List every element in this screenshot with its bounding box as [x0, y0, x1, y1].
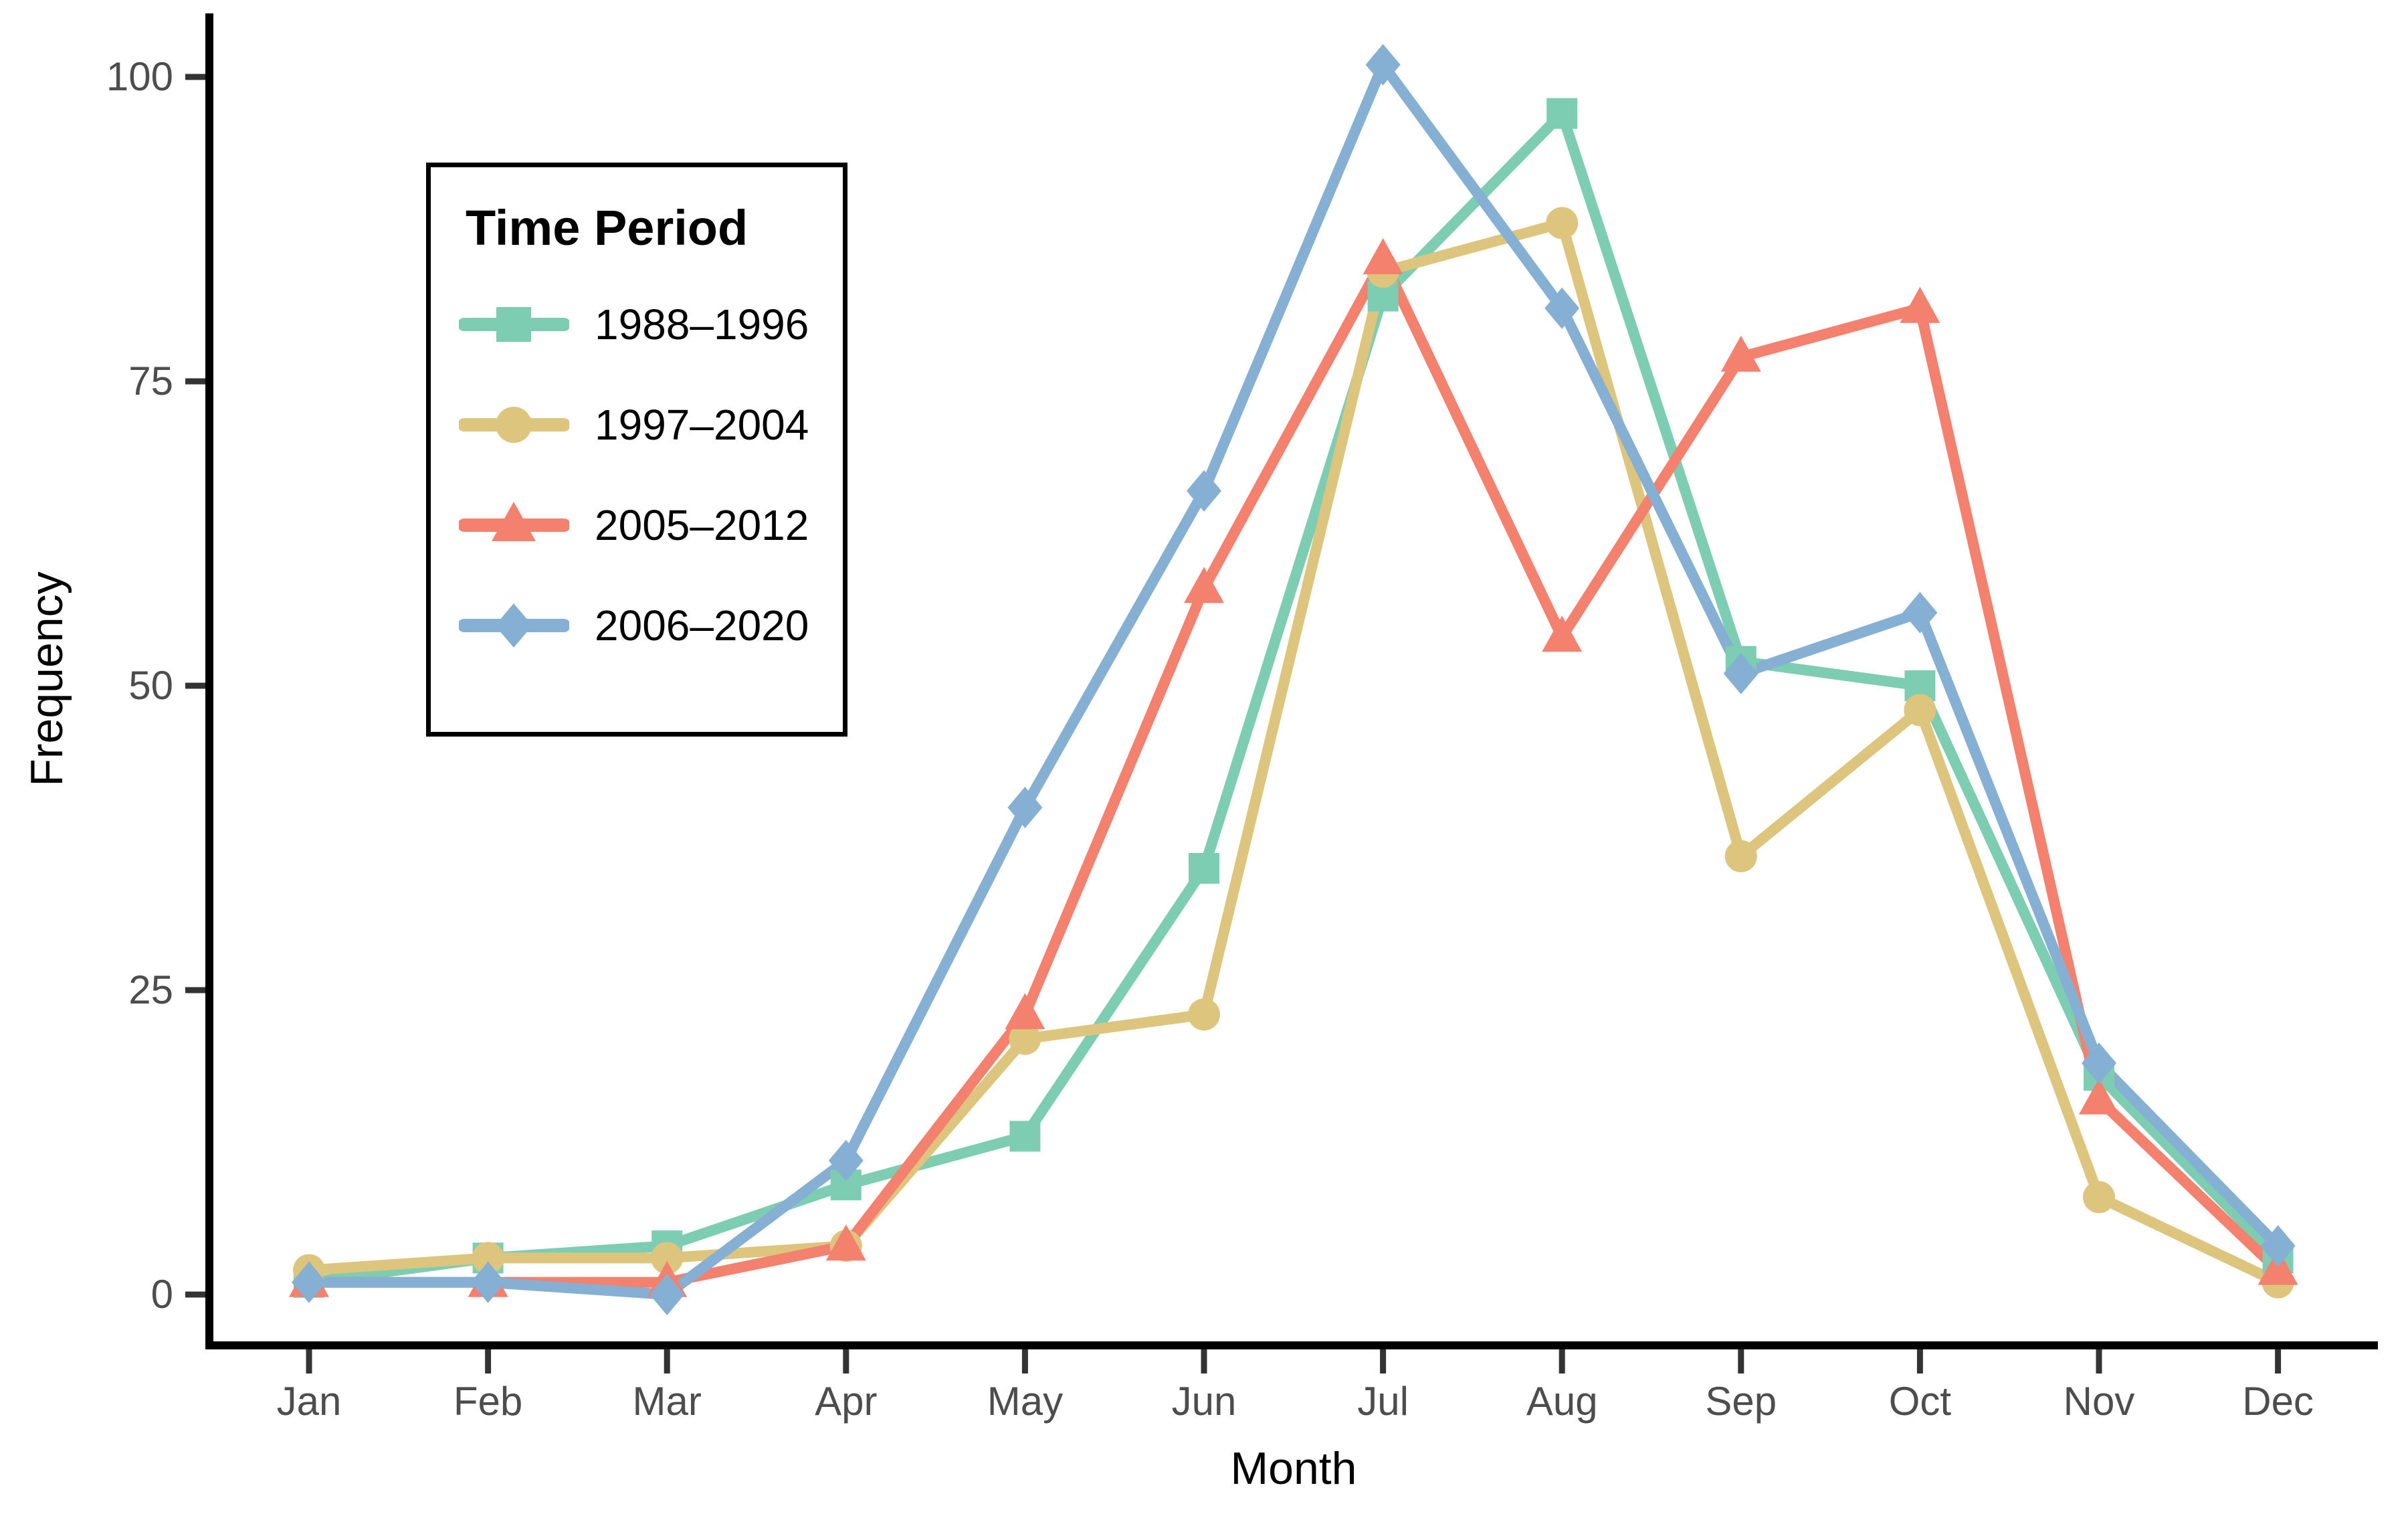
x-tick-label: Sep — [1705, 1379, 1777, 1424]
x-tick-label: Jun — [1172, 1379, 1237, 1424]
x-tick-label: May — [987, 1379, 1063, 1424]
data-point-triangle-Sep — [1720, 335, 1761, 372]
legend-title: Time Period — [466, 200, 748, 256]
data-point-triangle-Dec — [2258, 1248, 2298, 1285]
data-point-triangle-May — [1005, 993, 1045, 1030]
data-point-diamond-Oct — [1902, 591, 1938, 634]
legend-key-graphic — [458, 307, 571, 342]
data-point-circle-May — [1009, 1022, 1041, 1055]
data-point-diamond-May — [1007, 787, 1043, 828]
legend-item-2006-2020: 2006–2020 — [458, 589, 809, 662]
x-tick-label: Jan — [277, 1379, 342, 1424]
data-point-square-Aug — [1546, 98, 1578, 129]
x-tick-label: Oct — [1889, 1379, 1952, 1424]
data-point-circle-Mar — [651, 1242, 684, 1274]
legend-swatch-diamond-icon — [458, 589, 571, 662]
y-tick-label: 75 — [128, 359, 173, 403]
series-line-4 — [304, 59, 2284, 1300]
data-point-square-Jun — [1189, 853, 1219, 884]
legend-item-1997-2004: 1997–2004 — [458, 388, 809, 462]
data-point-triangle-Jul — [1363, 238, 1403, 274]
data-point-diamond-Sep — [1723, 652, 1759, 694]
legend-swatch-square-icon — [458, 288, 571, 361]
data-point-triangle-Nov — [2079, 1078, 2119, 1115]
x-tick-label: Nov — [2064, 1379, 2135, 1424]
data-point-diamond-Feb — [470, 1261, 506, 1303]
legend-key-square-icon — [496, 307, 531, 342]
x-axis-title: Month — [1230, 1443, 1357, 1494]
legend-item-2005-2012: 2005–2012 — [458, 488, 809, 562]
y-tick-label: 0 — [151, 1272, 173, 1317]
data-point-triangle-Aug — [1542, 615, 1583, 652]
legend-key-graphic — [458, 603, 571, 648]
legend-swatch-triangle-icon — [458, 488, 571, 562]
legend-key-graphic — [458, 502, 571, 541]
y-tick-label: 100 — [106, 54, 173, 99]
x-tick-label: Jul — [1357, 1379, 1409, 1424]
legend-item-1988-1996: 1988–1996 — [458, 288, 809, 361]
x-tick-label: Feb — [454, 1379, 522, 1424]
data-point-diamond-Jul — [1365, 43, 1401, 86]
legend-label: 2005–2012 — [595, 501, 809, 549]
data-point-circle-Aug — [1546, 207, 1579, 240]
data-point-circle-Jun — [1188, 998, 1220, 1031]
data-point-triangle-Oct — [1900, 286, 1940, 323]
data-point-diamond-Aug — [1544, 287, 1580, 329]
series-line-3 — [304, 254, 2284, 1288]
y-axis-title: Frequency — [21, 571, 72, 787]
data-point-diamond-Nov — [2082, 1042, 2116, 1084]
legend: Time Period 1988–1996 1997–2004 2005–201… — [426, 163, 847, 737]
legend-key-triangle-icon — [492, 502, 536, 541]
legend-swatch-circle-icon — [458, 388, 571, 462]
legend-key-circle-icon — [496, 407, 532, 443]
x-tick-label: Mar — [633, 1379, 702, 1424]
data-point-triangle-Apr — [825, 1224, 866, 1261]
data-point-circle-Sep — [1724, 840, 1757, 872]
data-point-circle-Oct — [1904, 694, 1936, 727]
legend-label: 1997–2004 — [595, 401, 809, 449]
data-point-diamond-Jan — [292, 1261, 326, 1303]
series-line-1 — [304, 108, 2284, 1288]
y-tick-label: 25 — [128, 967, 173, 1012]
data-point-diamond-Apr — [828, 1139, 864, 1181]
x-tick-label: Apr — [815, 1379, 877, 1424]
legend-label: 2006–2020 — [595, 601, 809, 650]
data-point-diamond-Mar — [649, 1274, 685, 1315]
data-point-circle-Feb — [472, 1242, 504, 1274]
x-tick-label: Dec — [2242, 1379, 2314, 1424]
legend-label: 1988–1996 — [595, 300, 809, 349]
legend-key-graphic — [458, 407, 571, 443]
y-tick-label: 50 — [128, 663, 173, 708]
data-point-diamond-Dec — [2260, 1225, 2296, 1267]
legend-key-diamond-icon — [495, 603, 532, 648]
series-line-2 — [304, 217, 2284, 1288]
data-point-triangle-Jun — [1184, 567, 1224, 603]
data-point-diamond-Jun — [1187, 470, 1221, 512]
data-point-square-May — [1009, 1121, 1041, 1152]
x-tick-label: Aug — [1526, 1379, 1598, 1424]
data-point-circle-Nov — [2083, 1181, 2115, 1214]
